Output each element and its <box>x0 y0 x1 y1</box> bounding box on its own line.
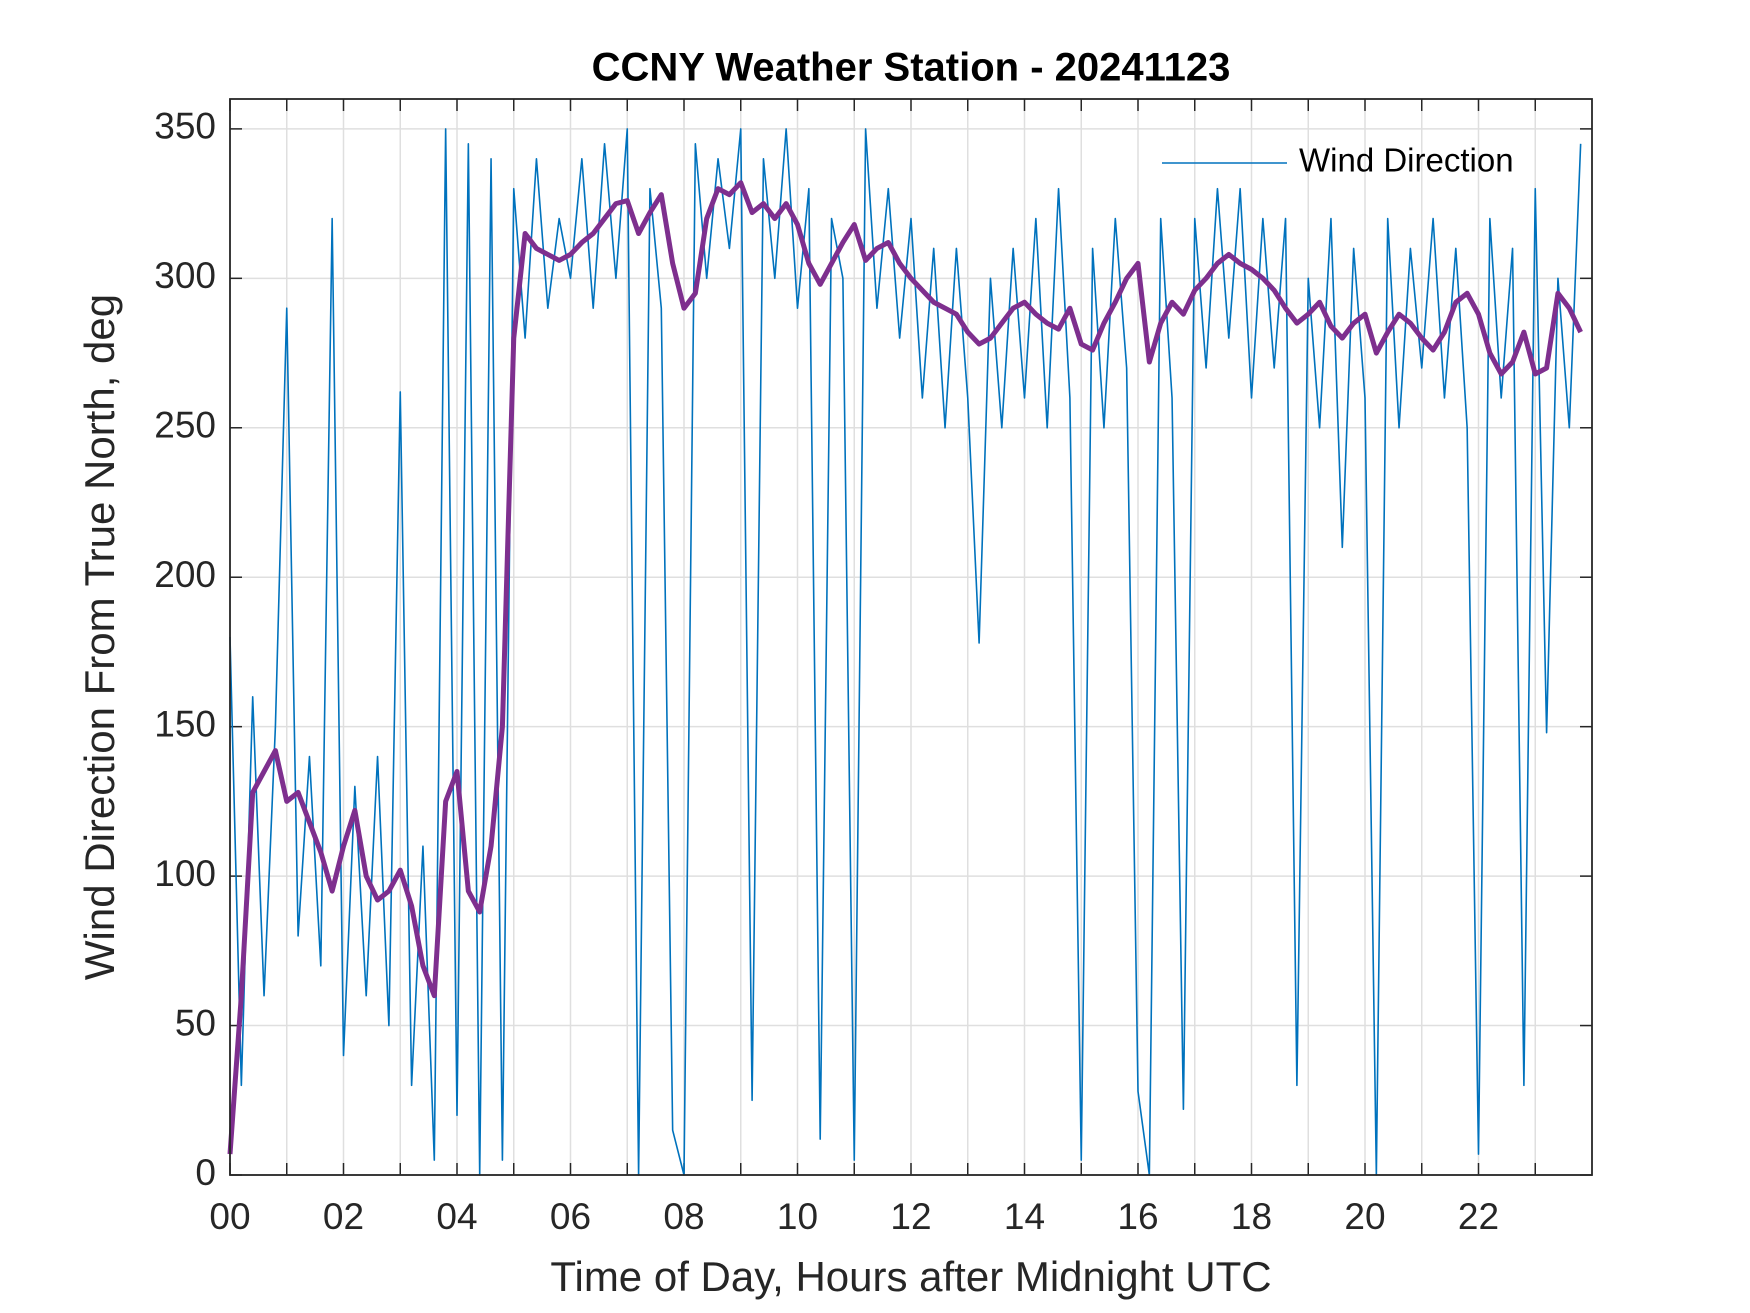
y-tick-label: 300 <box>154 255 216 296</box>
line-series <box>229 128 1582 1176</box>
x-tick-label: 06 <box>550 1196 591 1237</box>
y-tick-label: 0 <box>195 1152 216 1193</box>
y-axis-label: Wind Direction From True North, deg <box>76 294 123 980</box>
y-tick-label: 150 <box>154 703 216 744</box>
x-tick-label: 20 <box>1344 1196 1385 1237</box>
legend-label: Wind Direction <box>1299 142 1514 179</box>
chart-title: CCNY Weather Station - 20241123 <box>592 46 1231 90</box>
x-tick-label: 16 <box>1117 1196 1158 1237</box>
y-tick-label: 100 <box>154 853 216 894</box>
axes-box <box>229 98 1593 1176</box>
x-tick-label: 12 <box>890 1196 931 1237</box>
x-tick-label: 08 <box>663 1196 704 1237</box>
x-axis-label: Time of Day, Hours after Midnight UTC <box>550 1253 1271 1300</box>
x-tick-label: 22 <box>1458 1196 1499 1237</box>
y-tick-label: 350 <box>154 106 216 147</box>
x-tick-label: 02 <box>323 1196 364 1237</box>
x-tick-label: 14 <box>1004 1196 1045 1237</box>
x-tick-label: 18 <box>1231 1196 1272 1237</box>
x-tick-label: 00 <box>209 1196 250 1237</box>
x-tick-label: 10 <box>777 1196 818 1237</box>
y-tick-label: 250 <box>154 405 216 446</box>
x-tick-label: 04 <box>436 1196 477 1237</box>
line-series <box>227 180 1583 1155</box>
y-tick-label: 200 <box>154 554 216 595</box>
y-tick-label: 50 <box>175 1002 216 1043</box>
